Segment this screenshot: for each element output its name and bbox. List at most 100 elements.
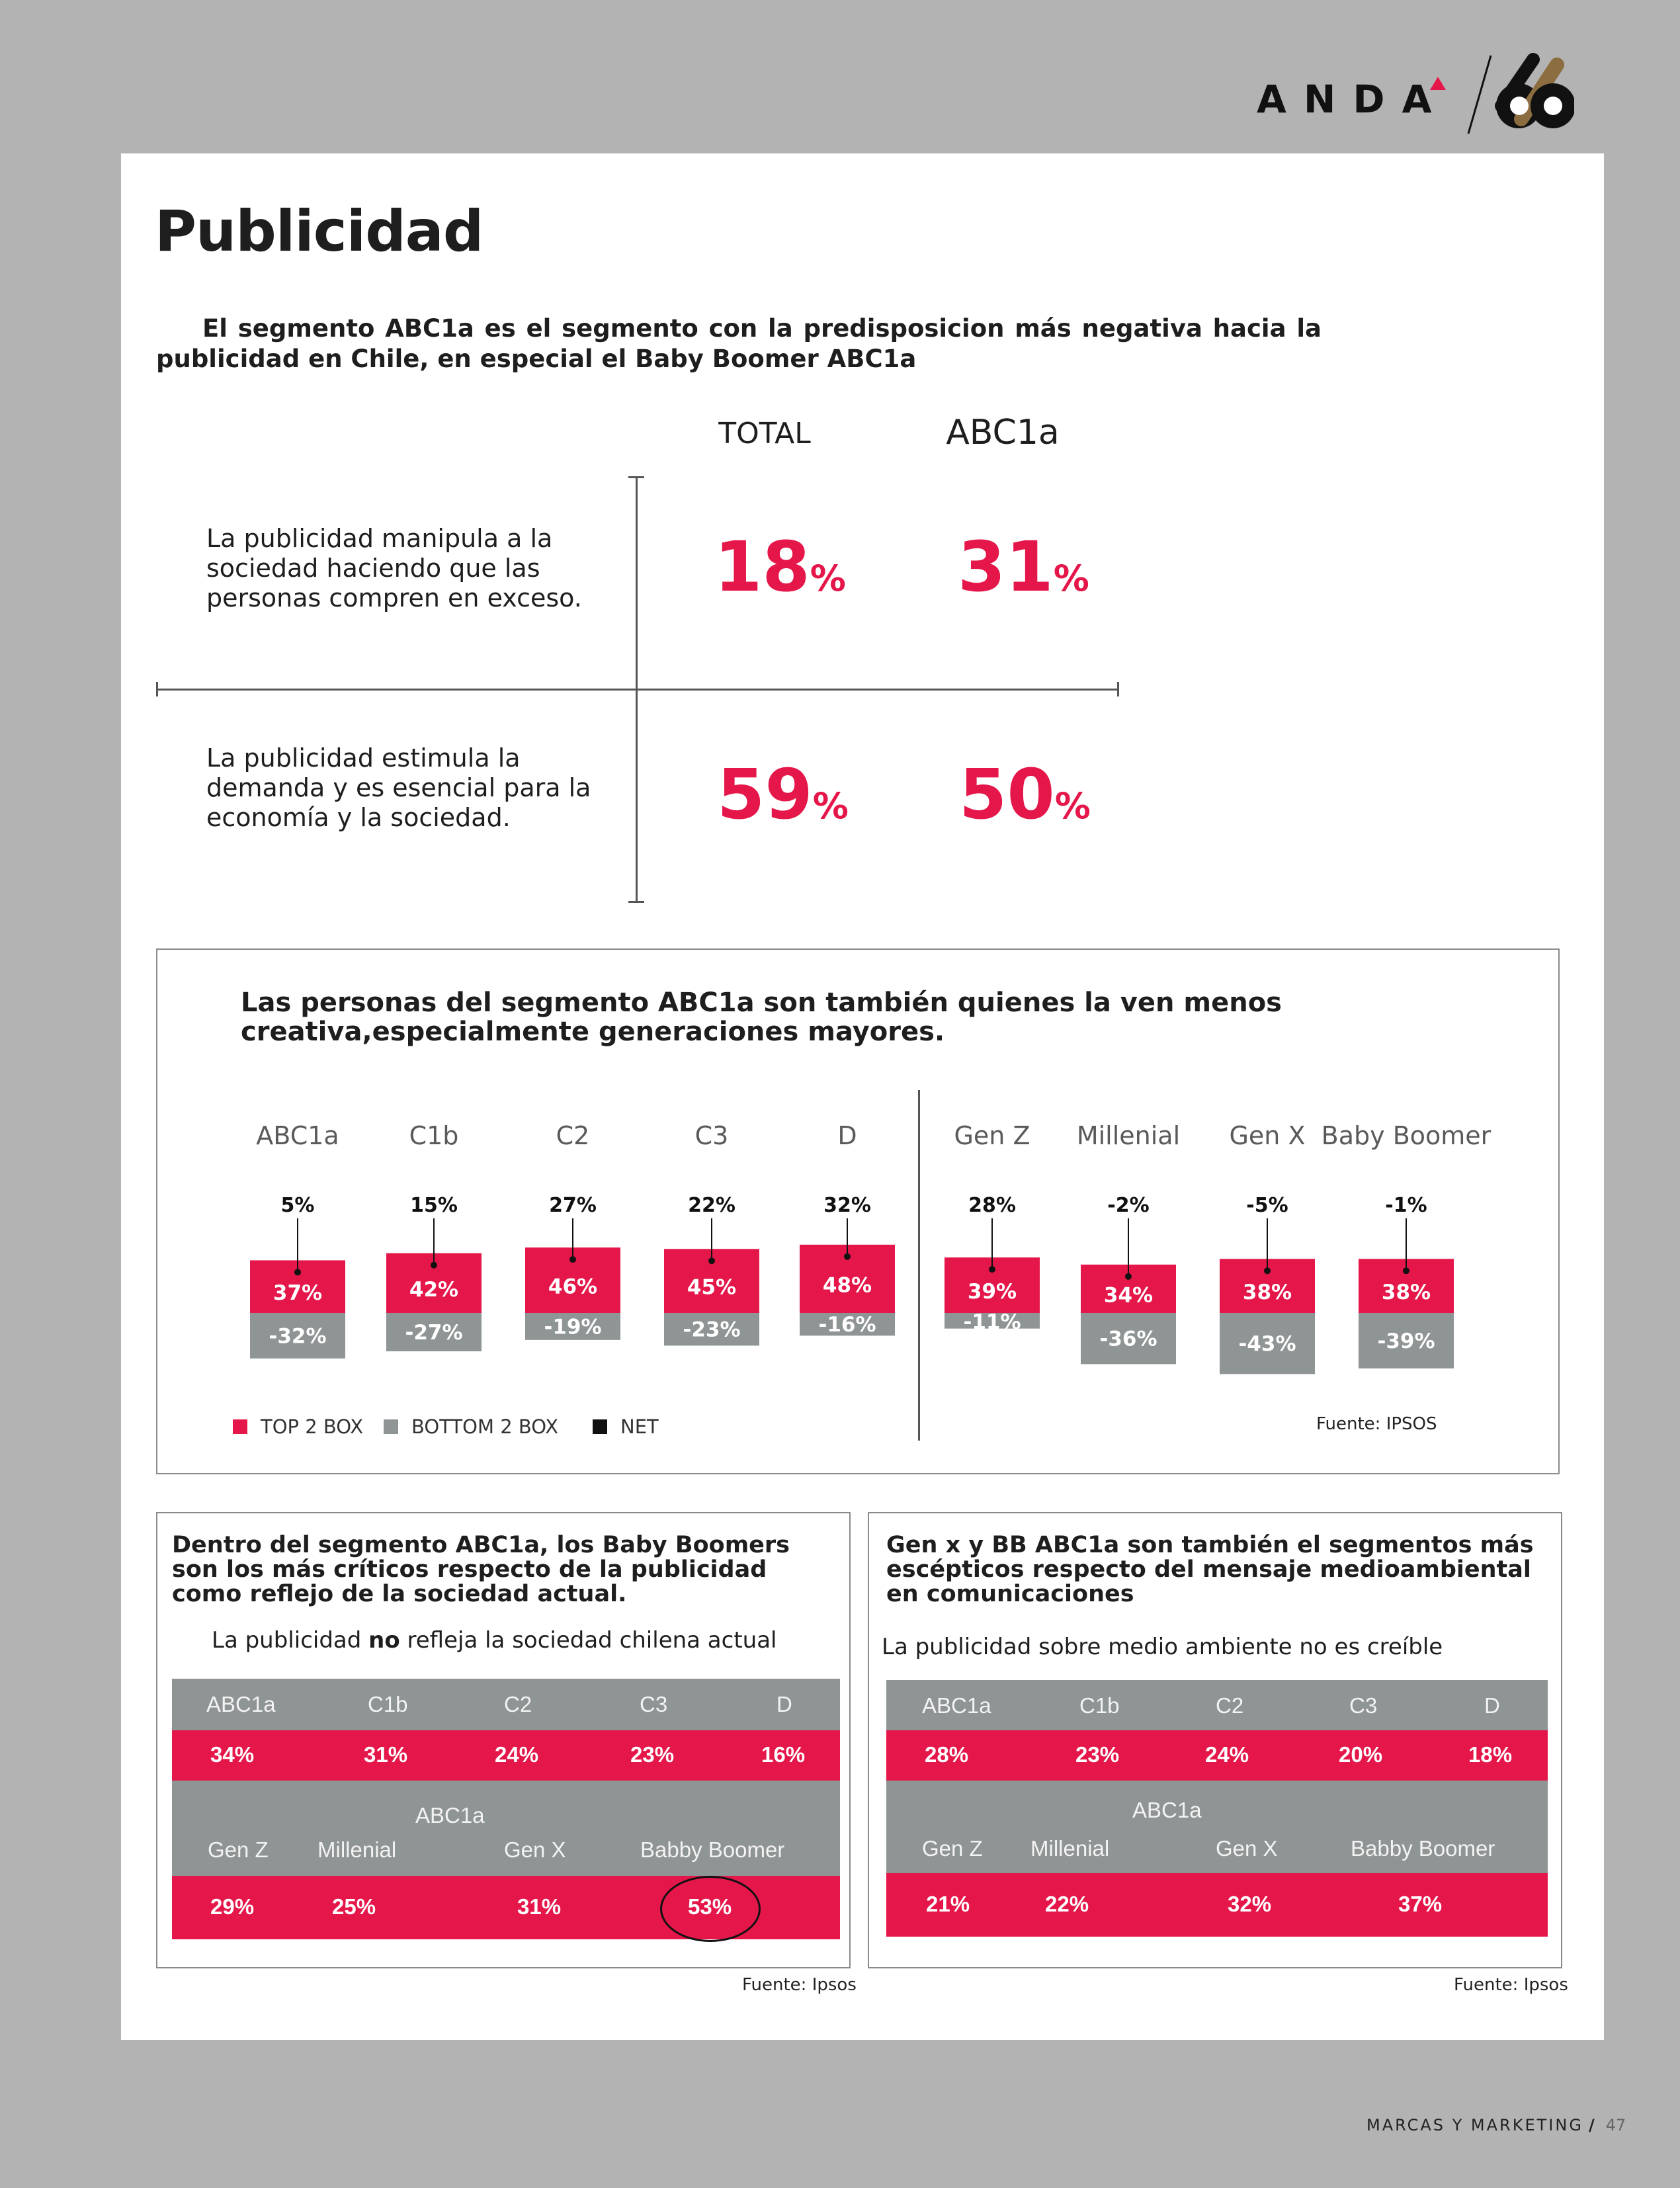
page-title: Publicidad [155,198,483,265]
matrix-horizontal-axis [156,689,1119,691]
category-label: C1b [409,1121,459,1150]
category-label: Baby Boomer [1322,1121,1491,1150]
net-point [294,1269,301,1276]
highlight-circle [660,1876,761,1942]
bottom2box-bar [664,1313,759,1346]
footer-slash: / [1588,2116,1597,2134]
category-label: Gen Z [954,1121,1030,1150]
table-header: Millenial [317,1837,397,1862]
value-manipula-total: 18% [714,526,846,607]
top2box-label: 39% [968,1280,1017,1304]
net-label: 27% [549,1194,597,1217]
legend-swatch-top [233,1419,247,1434]
bottom2box-bar [1081,1313,1176,1365]
net-label: -5% [1246,1194,1288,1217]
bottom2box-label: -43% [1238,1332,1296,1356]
bottom2box-label: -23% [683,1318,740,1342]
table-header: Gen X [504,1837,566,1862]
top2box-label: 42% [409,1278,458,1302]
legend-bottom2box: BOTTOM 2 BOX [384,1415,558,1438]
matrix-axis-cap [156,682,158,696]
net-point [569,1256,576,1263]
table-header: Babby Boomer [640,1837,785,1862]
intro-text: El segmento ABC1a es el segmento con la … [156,314,1322,373]
bottom2box-bar [250,1313,345,1359]
table-header: Gen X [1216,1836,1278,1861]
left-segment-value-row: 34% 31% 24% 23% 16% [172,1730,840,1781]
right-box-source: Fuente: Ipsos [1454,1975,1568,1995]
bottom2box-label: -11% [963,1310,1021,1334]
legend-swatch-net [593,1419,607,1434]
table-header: C1b [368,1692,408,1716]
bottom2box-bar [800,1313,895,1336]
category-label: ABC1a [256,1121,339,1150]
top2box-label: 38% [1243,1281,1292,1304]
bottom2box-bar [1220,1313,1315,1374]
bottom2box-label: -32% [269,1324,326,1348]
net-label: 32% [823,1194,871,1217]
page-footer: MARCAS Y MARKETING / 47 [1366,2116,1626,2134]
table-cell: 37% [1398,1892,1443,1916]
left-generation-header-row: ABC1a Gen Z Millenial Gen X Babby Boomer [172,1781,840,1876]
top2box-label: 38% [1382,1281,1431,1304]
generation-group-label: ABC1a [1132,1798,1202,1822]
chart-source: Fuente: IPSOS [1316,1414,1437,1434]
table-cell: 23% [1075,1742,1120,1767]
right-generation-header-row: ABC1a Gen Z Millenial Gen X Babby Boomer [886,1781,1548,1873]
anda-logo: ANDA [1243,46,1574,146]
bottom2box-label: -39% [1377,1329,1435,1353]
table-cell: 16% [761,1742,806,1767]
top2box-label: 48% [823,1273,872,1297]
footer-section: MARCAS Y MARKETING [1366,2116,1583,2134]
chart-title: Las personas del segmento ABC1a son tamb… [241,988,1282,1047]
table-cell: 31% [364,1742,408,1767]
category-label: Millenial [1077,1121,1180,1150]
net-label: -2% [1107,1194,1149,1217]
left-box-source: Fuente: Ipsos [742,1975,857,1995]
bottom2box-label: -27% [405,1321,462,1345]
value-estimula-abc1a: 50% [959,754,1091,835]
table-cell: 25% [332,1894,376,1919]
table-header: C2 [1216,1693,1244,1718]
generation-group-label: ABC1a [415,1803,485,1828]
table-cell: 31% [517,1894,562,1919]
logo-text: ANDA [1257,77,1449,122]
table-header: C2 [504,1692,532,1716]
left-table-box [156,1512,851,1968]
category-label: C3 [695,1121,729,1150]
table-cell: 24% [495,1742,539,1767]
category-label: D [837,1121,857,1150]
table-header: C1b [1079,1693,1120,1718]
table-header: ABC1a [922,1693,991,1718]
bottom2box-bar [386,1313,482,1352]
matrix-axis-cap [1117,682,1119,696]
left-box-subtitle: La publicidad no refleja la sociedad chi… [212,1627,777,1654]
left-segment-header-row: ABC1a C1b C2 C3 D [172,1679,840,1730]
table-cell: 29% [210,1894,255,1919]
category-label: Gen X [1229,1121,1305,1150]
value-estimula-total: 59% [717,754,849,835]
logo-mark-icon [1430,53,1574,134]
table-cell: 23% [630,1742,675,1767]
net-point [844,1253,851,1260]
table-cell: 24% [1205,1742,1249,1767]
bottom2box-label: -36% [1099,1327,1157,1351]
legend-top2box: TOP 2 BOX [233,1415,363,1438]
legend-label-top: TOP 2 BOX [261,1415,364,1438]
right-box-title: Gen x y BB ABC1a son también el segmento… [886,1532,1534,1607]
legend-label-net: NET [620,1415,659,1438]
table-cell: 32% [1228,1892,1272,1916]
legend-swatch-bottom [384,1419,398,1434]
table-cell: 21% [926,1892,970,1916]
table-header: Gen Z [208,1837,269,1862]
statement-manipula: La publicidad manipula a la sociedad hac… [206,524,582,612]
right-box-subtitle: La publicidad sobre medio ambiente no es… [882,1634,1443,1660]
net-label: 5% [281,1194,315,1217]
top2box-label: 45% [687,1276,736,1300]
category-label: C2 [556,1121,590,1150]
table-cell: 18% [1468,1742,1513,1767]
bottom2box-bar [1359,1313,1454,1368]
left-box-title: Dentro del segmento ABC1a, los Baby Boom… [172,1532,790,1607]
right-segment-value-row: 28% 23% 24% 20% 18% [886,1730,1548,1781]
top2box-label: 34% [1104,1283,1153,1307]
